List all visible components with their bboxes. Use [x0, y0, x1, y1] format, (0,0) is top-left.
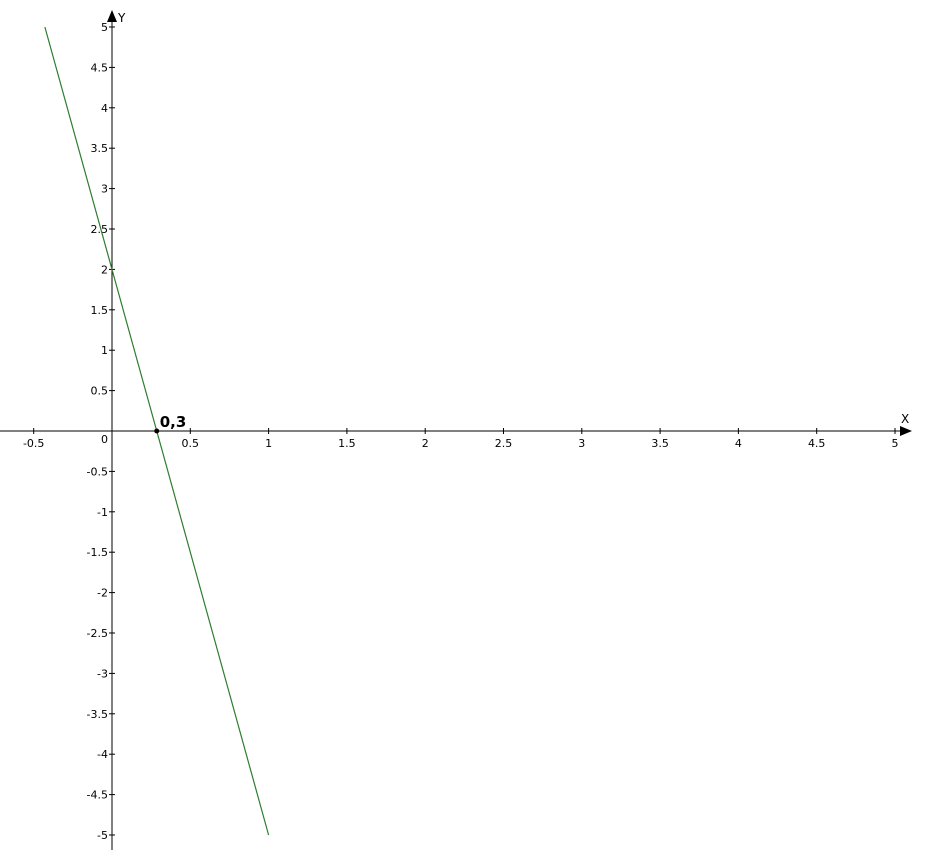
- y-tick-label: 2.5: [91, 223, 109, 236]
- ticks: -0.5 0.5 1 1.5 2 2.5 3 3.5 4 4.5 5 5 4.5 4 3.5 3 2.5 2 1.5…: [23, 21, 899, 842]
- x-tick-label: 3.5: [651, 437, 669, 450]
- x-tick-label: 0.5: [182, 437, 200, 450]
- point-label: 0,3: [160, 413, 187, 431]
- axes: X Y 0: [0, 10, 912, 850]
- y-tick-label: -5: [97, 829, 108, 842]
- x-tick-label: 4: [735, 437, 742, 450]
- y-tick-label: 3: [101, 183, 108, 196]
- y-tick-label: -4: [97, 748, 108, 761]
- y-tick-label: -4.5: [87, 789, 108, 802]
- y-tick-label: -3: [97, 667, 108, 680]
- x-tick-label: 1: [265, 437, 272, 450]
- y-tick-label: 1.5: [91, 304, 109, 317]
- x-tick-label: -0.5: [23, 437, 44, 450]
- data-point: [154, 428, 160, 434]
- y-tick-label: -3.5: [87, 708, 108, 721]
- x-tick-label: 3: [578, 437, 585, 450]
- points: 0,3: [154, 413, 186, 434]
- y-tick-label: 2: [101, 263, 108, 276]
- x-tick-label: 5: [892, 437, 899, 450]
- y-tick-label: -0.5: [87, 465, 108, 478]
- x-axis-arrow-icon: [900, 426, 912, 436]
- y-tick-label: 4.5: [91, 61, 109, 74]
- y-tick-label: 4: [101, 102, 108, 115]
- y-tick-label: -2: [97, 587, 108, 600]
- y-tick-label: -2.5: [87, 627, 108, 640]
- y-axis-label: Y: [117, 11, 126, 25]
- x-tick-label: 1.5: [338, 437, 356, 450]
- y-tick-label: 1: [101, 344, 108, 357]
- y-tick-label: -1: [97, 506, 108, 519]
- x-axis-label: X: [901, 412, 909, 426]
- origin-label: 0: [101, 433, 108, 446]
- y-tick-label: 3.5: [91, 142, 109, 155]
- y-tick-label: 5: [101, 21, 108, 34]
- y-tick-label: 0.5: [91, 385, 109, 398]
- x-tick-label: 2: [422, 437, 429, 450]
- y-axis-arrow-icon: [107, 10, 117, 22]
- x-tick-label: 4.5: [808, 437, 826, 450]
- y-tick-label: -1.5: [87, 546, 108, 559]
- x-tick-label: 2.5: [495, 437, 513, 450]
